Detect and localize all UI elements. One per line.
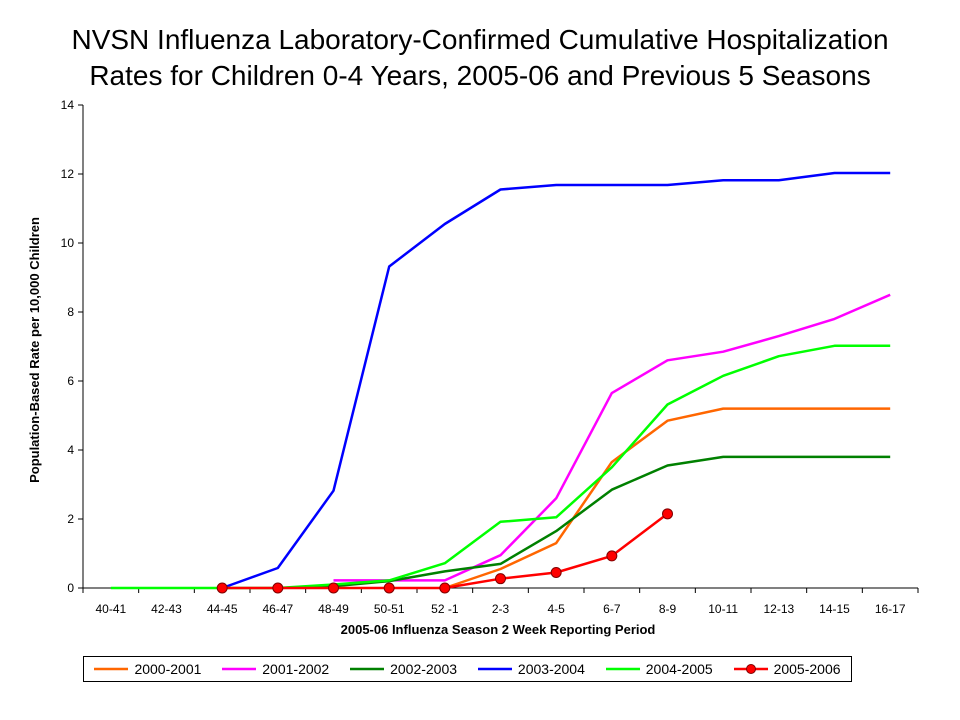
chart-title: NVSN Influenza Laboratory-Confirmed Cumu… [0,22,960,94]
x-tick-label: 8-9 [659,602,677,616]
x-axis-label: 2005-06 Influenza Season 2 Week Reportin… [341,622,656,637]
legend-item: 2005-2006 [733,661,841,677]
y-tick-labels: 0 2 4 6 8 10 12 14 [61,98,75,595]
y-axis-label: Population-Based Rate per 10,000 Childre… [27,217,42,483]
legend-swatch [605,667,640,671]
x-tick-labels: 40-41 42-43 44-45 46-47 48-49 50-51 52 -1 2-3 4-… [95,602,905,616]
series-line-2004-2005 [110,344,891,590]
x-tick-label: 10-11 [708,602,738,616]
data-point-2005-2006 [272,582,284,594]
legend-item: 2002-2003 [350,661,457,677]
legend-label: 2004-2005 [645,661,713,677]
line-chart: 40-41 42-43 44-45 46-47 48-49 50-51 52 -1 2-3 4-… [27,98,919,637]
legend-item: 2000-2001 [94,661,201,677]
series-line-2003-2004 [221,171,891,590]
legend-label: 2002-2003 [390,661,458,677]
x-tick-label: 6-7 [603,602,621,616]
y-tick-label: 14 [61,98,75,112]
y-tick-label: 4 [67,443,74,457]
series-line-2000-2001 [444,407,891,590]
data-point-2005-2006 [216,582,228,594]
x-tick-label: 14-15 [819,602,850,616]
chart-title-line-1: NVSN Influenza Laboratory-Confirmed Cumu… [71,24,889,55]
y-tick-label: 8 [67,305,74,319]
y-tick-label: 6 [67,374,74,388]
legend-label: 2005-2006 [773,661,841,677]
legend-label: 2003-2004 [517,661,585,677]
x-tick-label: 50-51 [374,602,405,616]
legend-label: 2001-2002 [262,661,330,677]
legend-label: 2000-2001 [134,661,202,677]
chart-legend: 2000-2001 2001-2002 2002-2003 2003-2004 2004… [83,656,852,682]
chart-title-line-2: Rates for Children 0-4 Years, 2005-06 an… [89,60,871,91]
data-point-2005-2006 [662,508,673,520]
x-tick-label: 2-3 [492,602,510,616]
legend-swatch [733,664,768,674]
series-markers [216,508,673,594]
series-line-2001-2002 [333,293,891,582]
data-point-2005-2006 [606,550,618,562]
x-tick-label: 46-47 [262,602,293,616]
legend-item: 2001-2002 [222,661,329,677]
data-point-2005-2006 [550,566,562,578]
legend-swatch [222,667,257,671]
legend-swatch [94,667,129,671]
x-tick-label: 44-45 [207,602,238,616]
x-tick-label: 16-17 [875,602,906,616]
y-tick-label: 10 [61,236,75,250]
series-line-2002-2003 [277,455,891,590]
x-tick-label: 4-5 [547,602,565,616]
data-point-2005-2006 [439,582,451,594]
legend-swatch [477,667,512,671]
data-point-2005-2006 [495,573,506,585]
x-tick-label: 48-49 [318,602,349,616]
x-tick-label: 40-41 [95,602,126,616]
y-tick-label: 12 [61,167,75,181]
legend-item: 2004-2005 [605,661,713,677]
legend-swatch [350,667,385,671]
legend-item: 2003-2004 [477,661,585,677]
series-lines [110,171,891,590]
x-tick-label: 42-43 [151,602,182,616]
x-tick-label: 12-13 [763,602,794,616]
x-tick-label: 52 -1 [431,602,459,616]
y-tick-label: 0 [67,581,74,595]
data-point-2005-2006 [383,582,395,594]
data-point-2005-2006 [328,582,339,594]
y-tick-label: 2 [67,512,74,526]
